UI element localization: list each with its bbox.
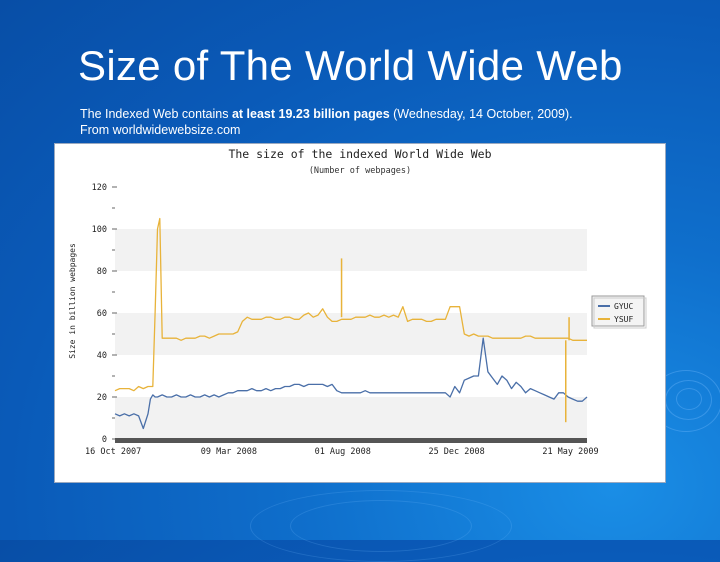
grid-band [115,313,587,355]
y-tick-label: 0 [102,435,107,445]
y-tick-label: 20 [97,393,107,403]
subtitle-text-bold: at least 19.23 billion pages [231,107,390,121]
y-tick-label: 60 [97,309,107,319]
y-tick-label: 40 [97,351,107,361]
source-text: From worldwidewebsize.com [80,123,241,137]
legend-label-ysuf: YSUF [614,315,633,324]
grid-band [115,271,587,313]
x-axis-line [115,438,587,443]
subtitle-text-pre: The Indexed Web contains [80,107,232,121]
decorative-swirl [676,388,702,410]
slide-subtitle: The Indexed Web contains at least 19.23 … [80,106,700,138]
grid-band [115,355,587,397]
x-tick-label: 16 Oct 2007 [85,447,141,457]
chart-subtitle: (Number of webpages) [309,166,411,176]
x-tick-label: 25 Dec 2008 [428,447,484,457]
legend-shadow [593,297,647,329]
x-tick-label: 21 May 2009 [542,447,598,457]
x-tick-label: 09 Mar 2008 [201,447,257,457]
grid-band [115,229,587,271]
x-tick-label: 01 Aug 2008 [315,447,371,457]
slide-title: Size of The World Wide Web [78,42,623,89]
legend-label-gyuc: GYUC [614,302,633,311]
decorative-swirl [290,500,472,552]
chart-panel: The size of the indexed World Wide Web (N… [54,143,666,483]
y-axis-label: Size in billion webpages [68,243,77,359]
y-tick-label: 100 [92,225,107,235]
chart-title: The size of the indexed World Wide Web [228,147,491,161]
subtitle-text-post: (Wednesday, 14 October, 2009). [389,107,573,121]
grid-band [115,187,587,229]
series-line-ysuf [114,217,587,392]
series-line-gyuc [114,337,588,430]
grid-band [115,397,587,439]
y-tick-label: 120 [92,183,107,193]
y-tick-label: 80 [97,267,107,277]
web-size-chart: The size of the indexed World Wide Web (N… [68,147,647,457]
legend-box [591,295,645,327]
